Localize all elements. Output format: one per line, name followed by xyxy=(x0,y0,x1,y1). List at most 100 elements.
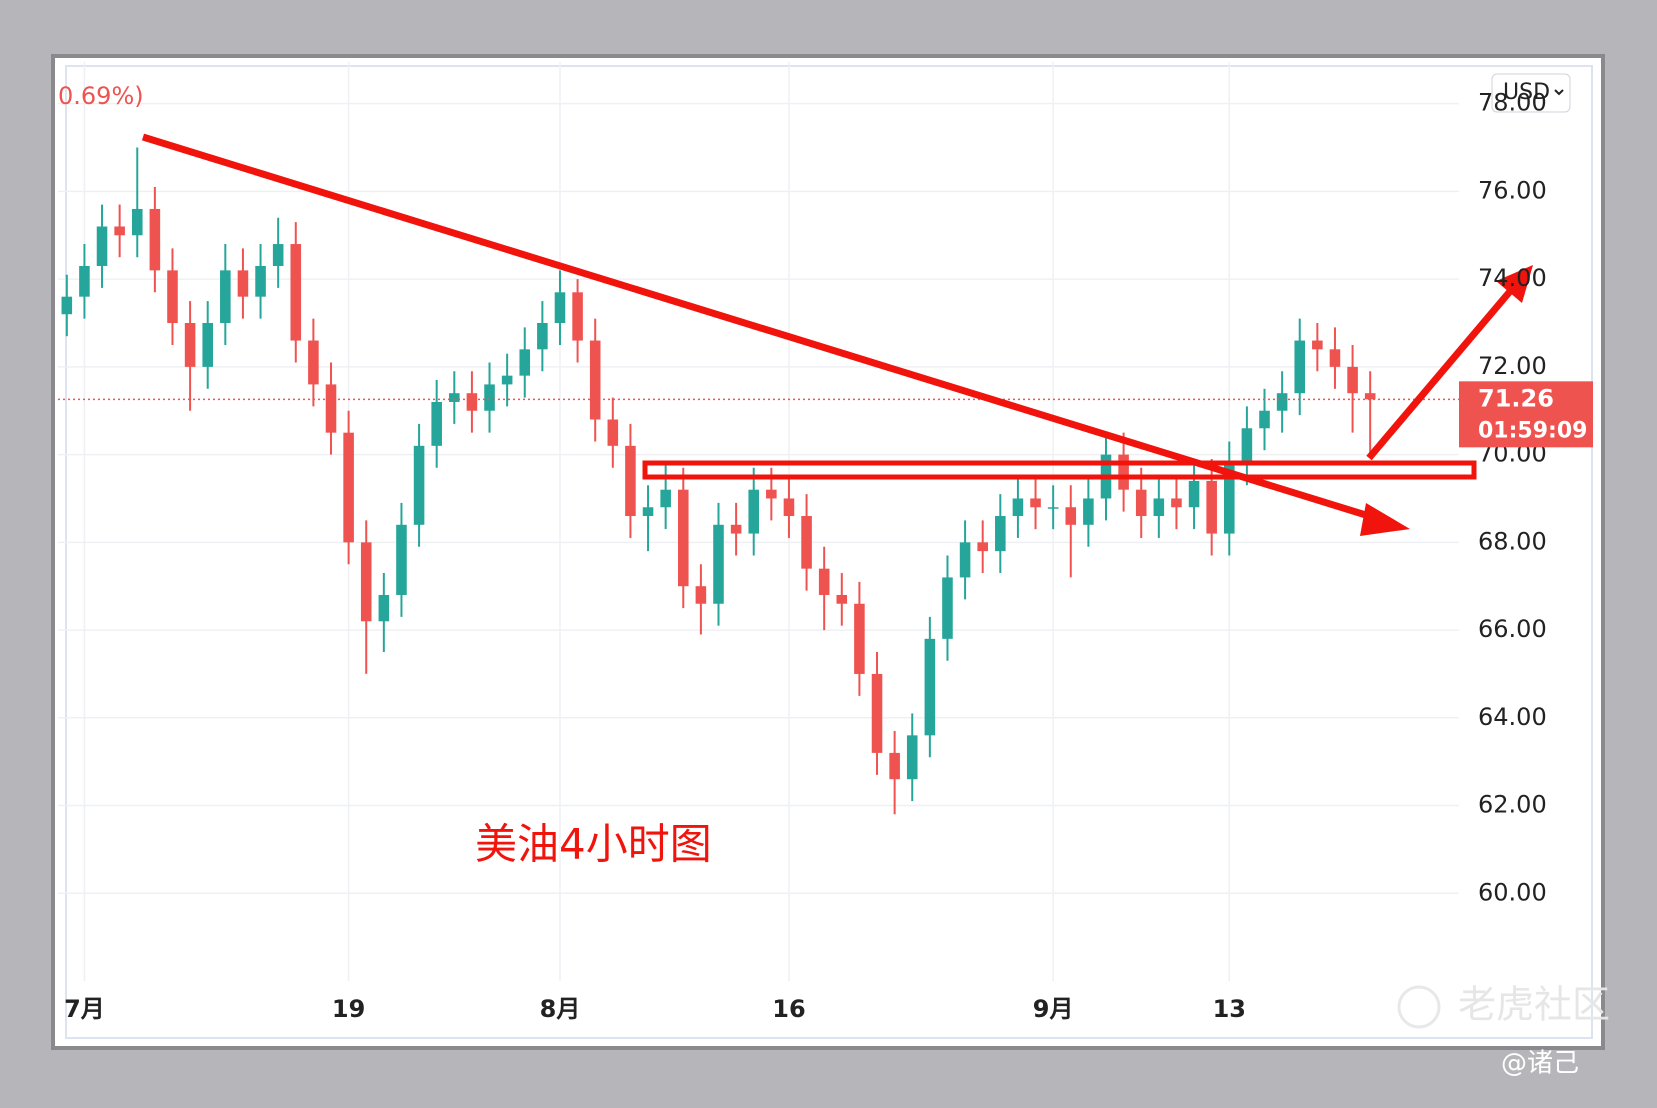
candle-body xyxy=(959,542,971,578)
candle-body xyxy=(466,393,478,411)
candle-body xyxy=(783,498,795,517)
support-box xyxy=(642,460,1477,480)
candle-body xyxy=(554,292,566,324)
candle-body xyxy=(1135,489,1147,517)
countdown: 01:59:09 xyxy=(1478,418,1587,443)
candle-body xyxy=(131,208,143,236)
x-tick-label: 8月 xyxy=(540,995,581,1023)
candle-body xyxy=(1329,349,1341,367)
x-tick-label: 9月 xyxy=(1033,995,1074,1023)
candle-body xyxy=(695,586,707,604)
y-tick-label: 72.00 xyxy=(1478,352,1547,380)
candle-body xyxy=(801,516,812,569)
y-tick-label: 74.00 xyxy=(1478,264,1547,292)
candle-body xyxy=(290,244,302,341)
currency[interactable]: USD xyxy=(1503,80,1550,105)
annotation: 美油4小时图 xyxy=(475,820,712,869)
candle-body xyxy=(1083,498,1094,525)
candle-body xyxy=(149,208,161,271)
trend-arrow-head xyxy=(1360,503,1410,536)
candle-body xyxy=(1188,480,1200,508)
candle-body xyxy=(677,489,689,587)
candle-body xyxy=(1012,498,1024,517)
price-tag xyxy=(1459,381,1593,448)
candle-body xyxy=(1347,366,1358,394)
candle-body xyxy=(924,638,936,736)
change-label: 0.69%) xyxy=(58,82,144,110)
x-tick-label: 19 xyxy=(332,995,365,1023)
candle-body xyxy=(1294,340,1306,394)
candle-body xyxy=(519,349,531,376)
candle-body xyxy=(906,735,918,780)
y-tick-label: 60.00 xyxy=(1478,878,1547,906)
candle-body xyxy=(184,323,196,367)
x-tick-label: 16 xyxy=(772,995,805,1023)
candle-body xyxy=(642,507,654,517)
candle-body xyxy=(202,323,213,367)
candle-body xyxy=(871,673,883,753)
candle-body xyxy=(1241,428,1253,464)
candle-body xyxy=(589,340,601,420)
candle-body xyxy=(730,524,742,534)
candle-body xyxy=(272,244,284,266)
candle-body xyxy=(1276,393,1288,411)
candle-body xyxy=(713,524,724,604)
candle-body xyxy=(1118,454,1129,490)
candle-body xyxy=(572,292,583,341)
candle-body xyxy=(889,752,900,780)
watermark: 老虎社区 xyxy=(1458,983,1610,1027)
frame xyxy=(51,54,1605,1050)
y-tick-label: 68.00 xyxy=(1478,527,1547,555)
candle-body xyxy=(1030,498,1041,508)
candle-body xyxy=(360,542,372,622)
candle-body xyxy=(625,445,636,517)
candle-body xyxy=(1224,463,1235,534)
candle-body xyxy=(449,393,460,402)
candle-body xyxy=(378,594,390,622)
candle-body xyxy=(413,445,425,525)
currency-button[interactable] xyxy=(1491,73,1571,113)
candle-body xyxy=(61,296,73,315)
candle-body xyxy=(1312,340,1323,350)
price-label: 71.26 xyxy=(1478,384,1554,412)
candle-body xyxy=(114,226,125,236)
x-tick-label: 7月 xyxy=(64,995,105,1023)
candle-body xyxy=(977,542,988,552)
candle-body xyxy=(431,401,442,446)
candle-body xyxy=(501,375,513,385)
plot-area xyxy=(58,62,1459,981)
y-tick-label: 66.00 xyxy=(1478,615,1547,643)
candle-body xyxy=(79,265,90,297)
candle-body xyxy=(308,340,319,385)
x-tick-label: 13 xyxy=(1213,995,1246,1023)
candle-body xyxy=(396,524,407,595)
inner-frame xyxy=(65,65,1593,1039)
up-line xyxy=(1366,286,1515,461)
candle-body xyxy=(537,323,548,350)
candle-body xyxy=(1047,507,1059,509)
y-tick-label: 78.00 xyxy=(1478,89,1547,117)
candle-body xyxy=(96,226,108,266)
candle-body xyxy=(1259,410,1270,429)
candle-body xyxy=(1206,480,1217,534)
candle-body xyxy=(343,432,354,543)
candle-body xyxy=(748,489,760,534)
candle-body xyxy=(325,384,337,433)
y-tick-label: 64.00 xyxy=(1478,703,1547,731)
candle-body xyxy=(220,270,231,324)
candle-body xyxy=(484,384,495,411)
candle-body xyxy=(854,603,865,674)
candle-body xyxy=(660,489,671,508)
trend-line xyxy=(141,133,1384,524)
dropdown-caret xyxy=(1554,89,1564,96)
candle-body xyxy=(1153,498,1165,517)
candle-body xyxy=(607,419,619,446)
candle-body xyxy=(942,577,953,639)
candle-body xyxy=(836,594,848,604)
candle-body xyxy=(255,265,266,297)
candle-body xyxy=(995,516,1006,552)
candle-body xyxy=(818,568,830,595)
candle-body xyxy=(1065,507,1077,525)
y-tick-label: 62.00 xyxy=(1478,791,1547,819)
